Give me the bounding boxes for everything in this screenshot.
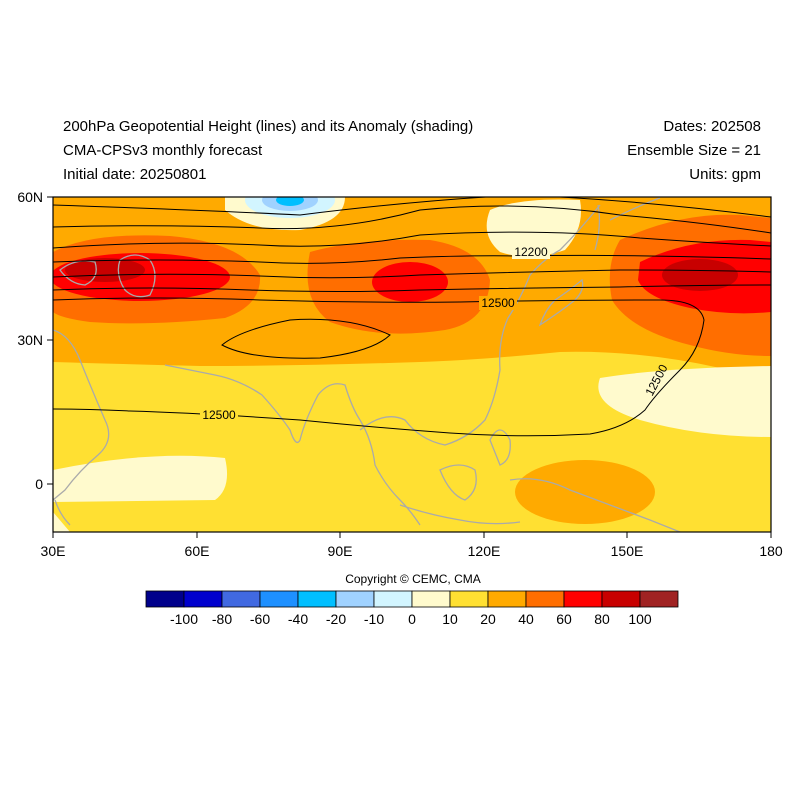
axis-ticks [47,196,772,538]
colorbar-swatch [297,590,337,608]
colorbar-tick-label: -100 [169,611,199,627]
colorbar-swatch [145,590,185,608]
axis-labels: 30E 60E 90E 120E 150E 180 60N 30N 0 [17,189,783,559]
lon-label-180: 180 [759,543,783,559]
colorbar-swatch [183,590,223,608]
colorbar-swatch [411,590,451,608]
lon-label-30e: 30E [41,543,66,559]
coast-south-asia [164,364,361,444]
lat-label-30n: 30N [17,332,43,348]
shade-80-100-east [662,259,738,291]
colorbar-tick-label: -40 [287,611,309,627]
contour-label-12500-south: 12500 [202,408,236,422]
coast-sakhalin [594,204,601,251]
colorbar-tick-label: 100 [628,611,652,627]
contour-closed-12500 [221,318,391,359]
colorbar-tick-label: 60 [556,611,572,627]
colorbar-swatch [373,590,413,608]
colorbar-tick-label: 10 [442,611,458,627]
copyright-notice: Copyright © CEMC, CMA [345,572,481,586]
contour-label-12200: 12200 [514,245,548,259]
map-title: 200hPa Geopotential Height (lines) and i… [63,118,474,135]
shade-0-10-southwest [53,455,228,502]
contour-labels: 12200 12500 12500 12500 [200,245,671,422]
colorbar-tick-label: 80 [594,611,610,627]
coast-java [399,504,521,525]
contour-line-1 [53,197,771,218]
colorbar-swatch [449,590,489,608]
ensemble-size: Ensemble Size = 21 [627,142,761,159]
colorbar-tick-label: -10 [363,611,385,627]
colorbar-swatch [639,590,679,608]
contour-label-bg [200,408,238,422]
coast-borneo [439,464,477,501]
colorbar-tick-label: 0 [408,611,416,627]
colorbar-tick-label: 40 [518,611,534,627]
lon-label-120e: 120E [468,543,501,559]
coast-malay [359,419,421,526]
coast-caspian [117,254,156,298]
lat-label-0: 0 [35,476,43,492]
lon-label-150e: 150E [611,543,644,559]
colorbar-tick-label: 20 [480,611,496,627]
initial-date: Initial date: 20250801 [63,166,207,183]
contour-label-12500-east-asia: 12500 [481,296,515,310]
colorbar-swatch [601,590,641,608]
coast-arabia [53,329,110,501]
contour-label-bg [512,245,550,259]
coast-japan [538,278,584,327]
colorbar-swatch [335,590,375,608]
coast-new-guinea [509,478,682,532]
colorbar-tick-label: -20 [325,611,347,627]
anomaly-shading [53,197,771,532]
colorbar-swatch [525,590,565,608]
forecast-dates: Dates: 202508 [663,118,761,135]
contour-line-4 [53,254,771,264]
coast-philippines [489,429,511,466]
shade-0-10-east [598,366,771,437]
shade-neg40-neg20 [276,197,304,206]
lon-label-60e: 60E [185,543,210,559]
colorbar-swatch [487,590,527,608]
colorbar-swatch [259,590,299,608]
coast-kamchatka [609,197,661,221]
shade-0-10-northeast [486,199,581,257]
contour-line-5 [53,269,771,279]
contour-line-3 [53,231,771,249]
coast-africa [54,499,71,526]
shade-20-40-south [515,460,655,524]
contour-line-6 [53,284,771,292]
contour-line-12500 [53,297,705,437]
shade-60-80-central [372,262,448,302]
contour-line-2 [53,205,771,234]
shade-0-10-corner [53,512,70,532]
colorbar-swatch [563,590,603,608]
model-name: CMA-CPSv3 monthly forecast [63,142,263,159]
height-contours [53,197,771,437]
colorbar-swatch [221,590,261,608]
map-frame [52,196,772,533]
colorbar [145,590,679,608]
colorbar-tick-label: -60 [249,611,271,627]
colorbar-tick-label: -80 [211,611,233,627]
contour-label-bg [479,296,517,310]
lon-label-90e: 90E [328,543,353,559]
units-label: Units: gpm [689,166,761,183]
lat-label-60n: 60N [17,189,43,205]
